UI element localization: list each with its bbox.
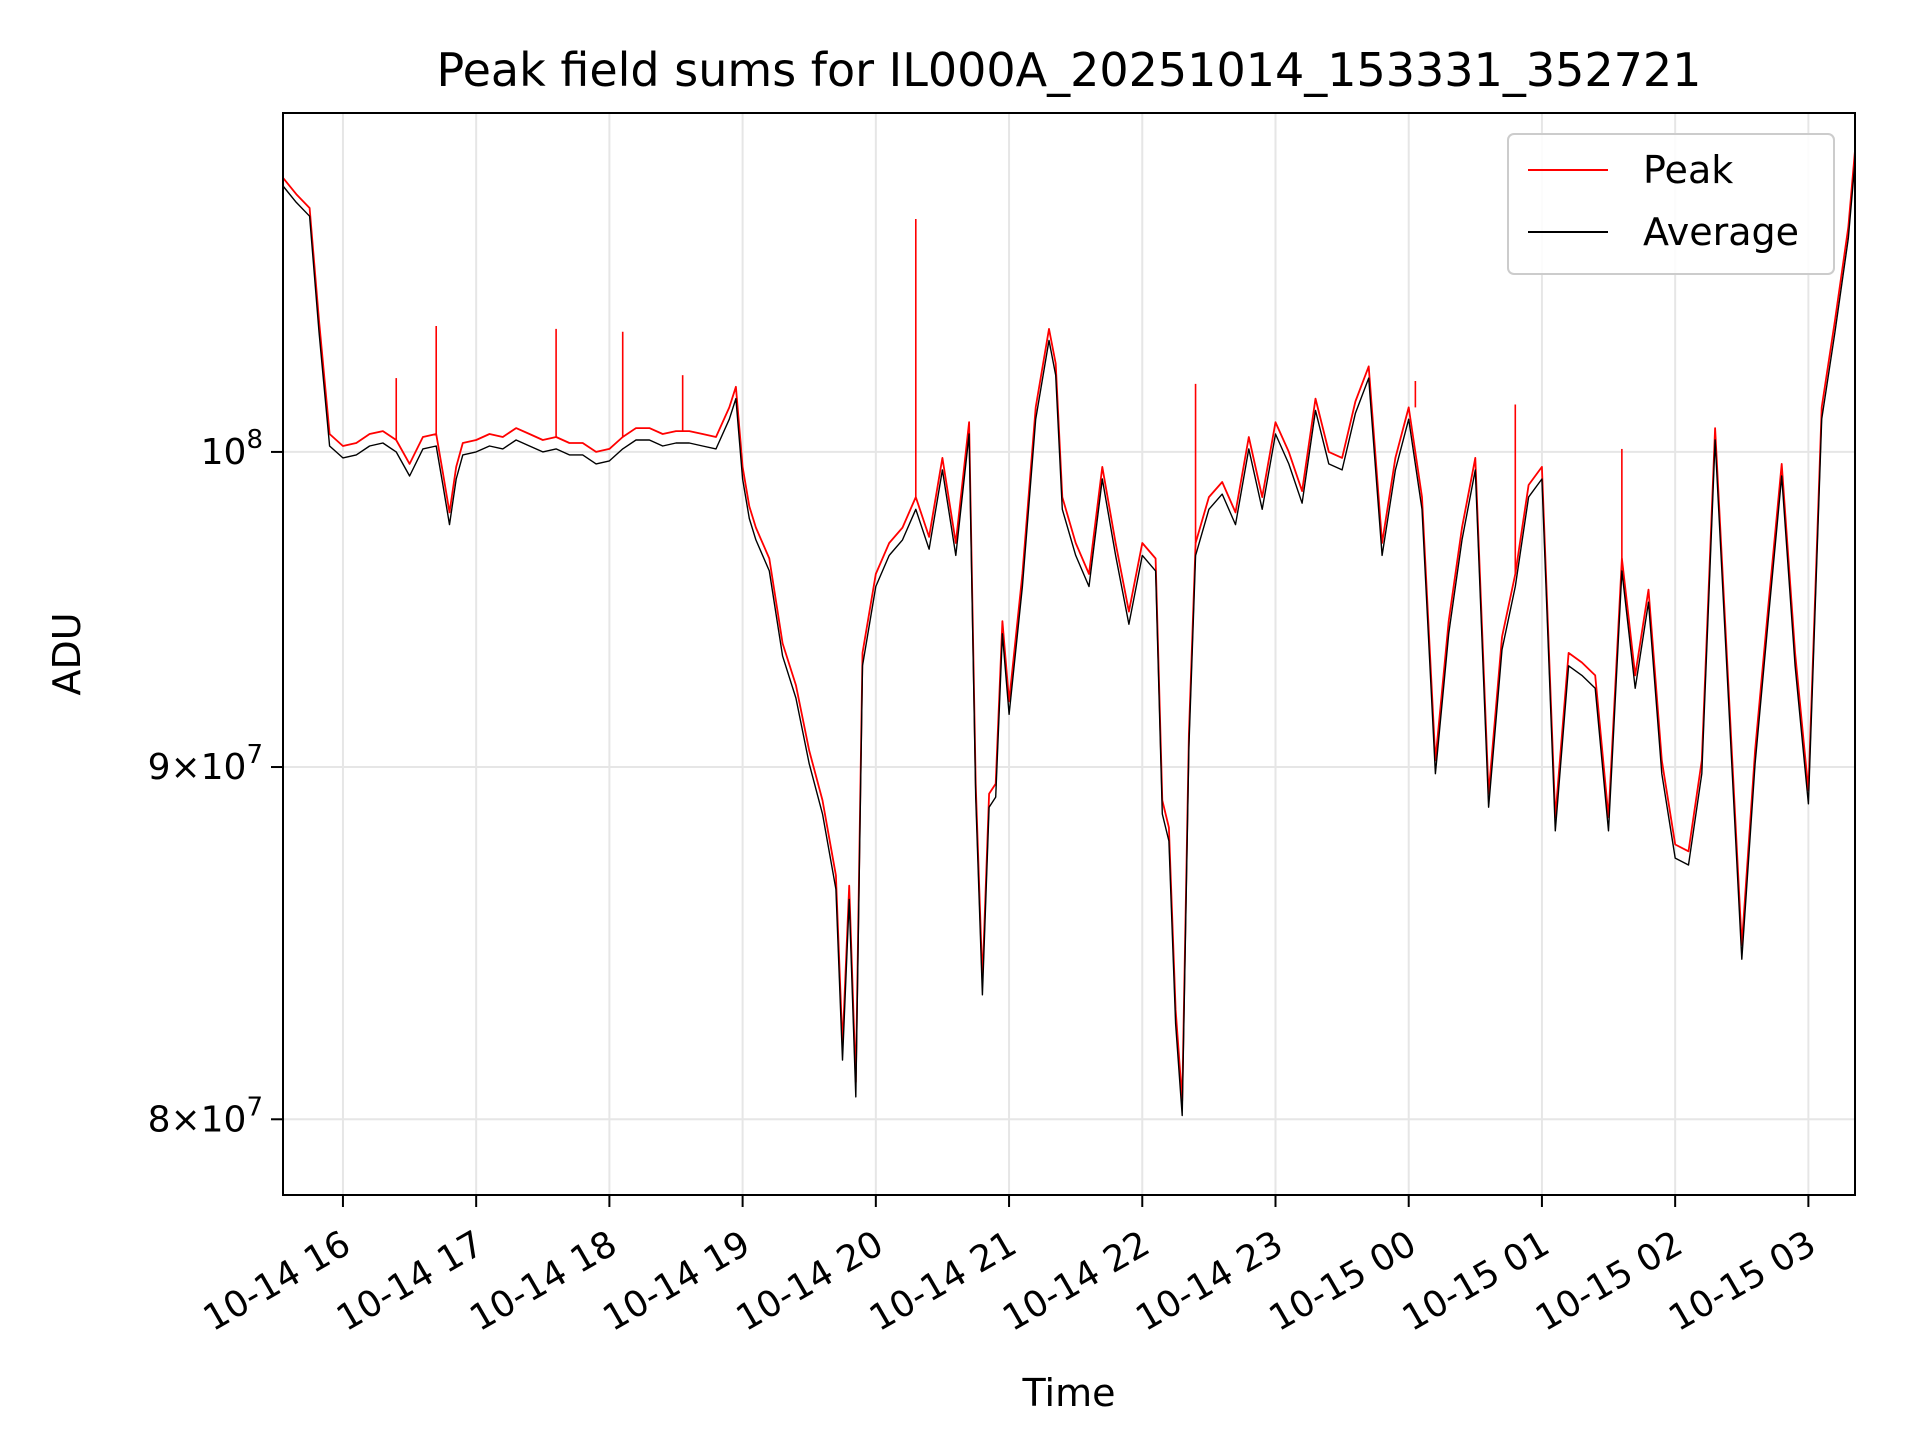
peak-series-line [282, 150, 1856, 1102]
x-tick-label: 10-14 20 [730, 1223, 891, 1339]
legend-peak-label: Peak [1643, 148, 1733, 192]
plot-frame [282, 112, 1856, 1196]
x-tick-label: 10-14 19 [596, 1223, 757, 1339]
y-tick-label: 8×107 [148, 1092, 263, 1140]
y-tick-label: 108 [201, 425, 263, 473]
legend: Peak Average [1507, 133, 1835, 275]
series-lines [282, 150, 1856, 1117]
average-series-line [282, 161, 1856, 1117]
chart-title: Peak field sums for IL000A_20251014_1533… [437, 43, 1702, 97]
x-tick-label: 10-15 03 [1662, 1223, 1823, 1339]
x-tick-label: 10-14 23 [1129, 1223, 1290, 1339]
x-tick-label: 10-14 22 [996, 1223, 1157, 1339]
x-axis-label: Time [1022, 1371, 1116, 1415]
grid [283, 113, 1855, 1195]
x-tick-label: 10-15 02 [1529, 1223, 1690, 1339]
x-tick-label: 10-14 16 [197, 1223, 358, 1339]
x-tick-label: 10-15 00 [1263, 1223, 1424, 1339]
y-axis-label: ADU [45, 612, 89, 695]
x-tick-label: 10-15 01 [1396, 1223, 1557, 1339]
x-tick-label: 10-14 21 [863, 1223, 1024, 1339]
x-tick-label: 10-14 18 [463, 1223, 624, 1339]
legend-average-label: Average [1643, 210, 1799, 254]
y-tick-label: 9×107 [148, 740, 263, 788]
x-tick-label: 10-14 17 [330, 1223, 491, 1339]
